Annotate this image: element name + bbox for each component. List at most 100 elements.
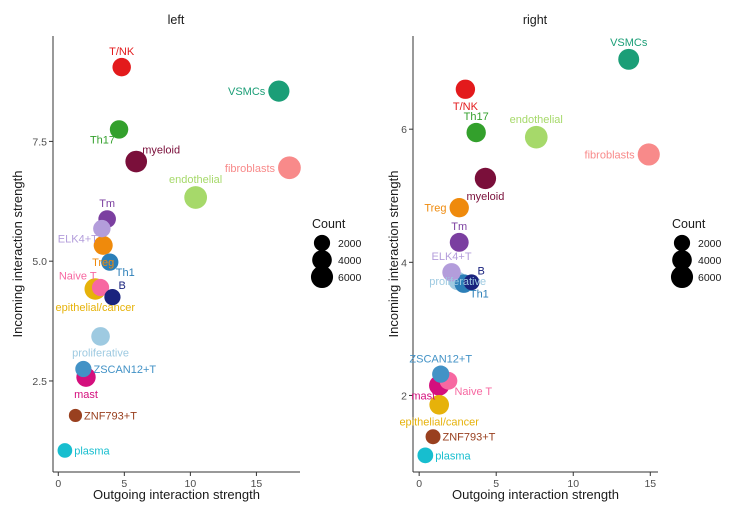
size-legend-right: Count 2000 4000 6000 bbox=[670, 217, 722, 289]
point-fibroblasts bbox=[278, 156, 301, 180]
y-axis-title: Incoming interaction strength bbox=[386, 171, 401, 338]
size-legend-left: Count 2000 4000 6000 bbox=[310, 217, 362, 289]
legend-size-circle bbox=[670, 265, 694, 289]
point-label: ELK4+T bbox=[58, 234, 98, 246]
point-endothelial bbox=[184, 186, 208, 209]
point-label: fibroblasts bbox=[585, 149, 636, 161]
point-t-nk bbox=[112, 57, 131, 77]
point-label: Th1 bbox=[470, 289, 489, 301]
legend-title: Count bbox=[672, 217, 706, 231]
point-label: T/NK bbox=[453, 101, 479, 113]
x-tick-label: 0 bbox=[416, 478, 422, 490]
point-label: Naive T bbox=[59, 271, 97, 283]
point-elk4-t bbox=[442, 263, 461, 282]
point-treg bbox=[93, 235, 113, 255]
panel-title-left: left bbox=[168, 13, 185, 27]
point-label: endothelial bbox=[510, 114, 563, 126]
legend-size-circle bbox=[672, 250, 692, 270]
point-label: mast bbox=[411, 390, 435, 402]
point-label: myeloid bbox=[142, 145, 180, 157]
legend-label: 2000 bbox=[338, 238, 362, 250]
point-vsmcs bbox=[618, 48, 640, 70]
point-label: fibroblasts bbox=[225, 163, 276, 175]
x-tick-label: 15 bbox=[251, 478, 263, 490]
point-plasma bbox=[57, 443, 73, 458]
y-axis-title: Incoming interaction strength bbox=[10, 171, 25, 338]
y-tick-label: 2.5 bbox=[32, 376, 47, 388]
point-label: epithelial/cancer bbox=[56, 302, 136, 314]
point-label: plasma bbox=[435, 450, 471, 462]
point-label: B bbox=[478, 265, 485, 277]
point-label: ZNF793+T bbox=[84, 410, 137, 422]
point-label: T/NK bbox=[109, 46, 135, 58]
point-epithelial-cancer bbox=[429, 394, 450, 415]
y-tick-label: 6 bbox=[401, 124, 407, 136]
point-label: mast bbox=[74, 389, 98, 401]
point-label: Th17 bbox=[90, 134, 115, 146]
point-label: Treg bbox=[92, 257, 114, 269]
point-vsmcs bbox=[268, 80, 290, 102]
legend-label: 4000 bbox=[698, 255, 722, 267]
point-label: proliferative bbox=[72, 348, 129, 360]
point-th17 bbox=[109, 120, 129, 139]
y-tick-label: 4 bbox=[401, 257, 407, 269]
point-b bbox=[104, 289, 121, 306]
point-znf793-t bbox=[68, 408, 83, 423]
point-label: ELK4+T bbox=[431, 251, 471, 263]
x-tick-label: 10 bbox=[567, 478, 579, 490]
x-tick-label: 10 bbox=[185, 478, 197, 490]
y-tick-label: 2 bbox=[401, 390, 407, 402]
panel-left: left 0 5 10 15 2.5 5.0 7.5 Outgoing interaction … bbox=[10, 13, 301, 502]
point-treg bbox=[449, 198, 469, 218]
x-tick-label: 5 bbox=[121, 478, 127, 490]
point-label: proliferative bbox=[429, 276, 486, 288]
x-tick-label: 0 bbox=[55, 478, 61, 490]
point-th1 bbox=[101, 253, 119, 271]
x-tick-label: 5 bbox=[493, 478, 499, 490]
point-endothelial bbox=[524, 125, 548, 149]
point-label: VSMCs bbox=[610, 37, 648, 49]
point-th17 bbox=[466, 122, 486, 143]
x-tick-label: 15 bbox=[644, 478, 656, 490]
legend-label: 6000 bbox=[698, 272, 722, 284]
legend-size-circle bbox=[673, 234, 691, 252]
point-myeloid bbox=[474, 167, 497, 190]
point-label: Naive T bbox=[454, 386, 492, 398]
point-label: endothelial bbox=[169, 174, 222, 186]
point-label: Treg bbox=[424, 203, 446, 215]
point-label: Tm bbox=[451, 221, 467, 233]
panel-right: right 0 5 10 15 2 4 6 Outgoing interaction stren… bbox=[386, 13, 660, 502]
point-label: Tm bbox=[99, 198, 115, 210]
legend-size-circle bbox=[312, 250, 332, 270]
legend-title: Count bbox=[312, 217, 346, 231]
point-proliferative bbox=[91, 327, 110, 346]
point-myeloid bbox=[125, 150, 148, 173]
point-label: plasma bbox=[74, 445, 110, 457]
point-label: B bbox=[118, 280, 125, 292]
point-label: ZSCAN12+T bbox=[409, 354, 472, 366]
x-axis-title: Outgoing interaction strength bbox=[93, 487, 260, 502]
point-label: Th17 bbox=[464, 111, 489, 123]
panel-title-right: right bbox=[523, 13, 548, 27]
legend-label: 6000 bbox=[338, 272, 362, 284]
point-naive-t bbox=[91, 278, 110, 297]
point-elk4-t bbox=[93, 219, 111, 238]
point-label: ZSCAN12+T bbox=[93, 364, 156, 376]
point-label: myeloid bbox=[466, 191, 504, 203]
y-tick-label: 5.0 bbox=[32, 256, 47, 268]
point-label: ZNF793+T bbox=[443, 432, 496, 444]
point-plasma bbox=[417, 447, 434, 464]
point-zscan12-t bbox=[75, 360, 92, 378]
point-b bbox=[463, 274, 480, 291]
point-fibroblasts bbox=[637, 143, 660, 166]
point-label: Th1 bbox=[116, 267, 135, 279]
point-label: epithelial/cancer bbox=[399, 417, 479, 429]
point-znf793-t bbox=[425, 429, 441, 445]
y-tick-label: 7.5 bbox=[32, 136, 47, 148]
legend-label: 4000 bbox=[338, 255, 362, 267]
point-t-nk bbox=[455, 79, 476, 99]
point-zscan12-t bbox=[432, 365, 450, 383]
legend-size-circle bbox=[310, 265, 334, 289]
